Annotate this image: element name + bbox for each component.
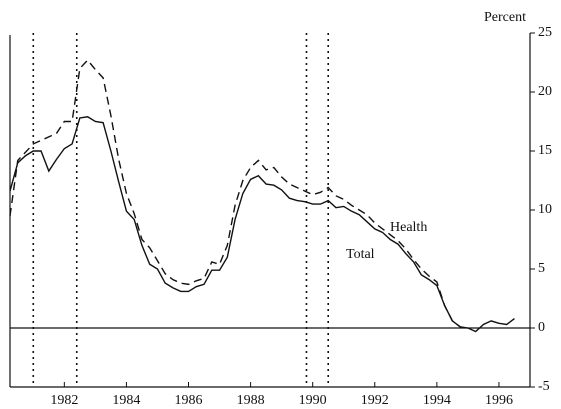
y-tick-label: 25 <box>538 25 552 40</box>
x-tick-label: 1994 <box>423 393 451 408</box>
x-tick-label: 1996 <box>485 393 513 408</box>
x-tick-label: 1992 <box>361 393 389 408</box>
series-label: Health <box>390 220 427 235</box>
y-tick-label: 20 <box>538 84 552 99</box>
x-tick-label: 1984 <box>112 393 140 408</box>
series-line <box>9 59 461 328</box>
y-tick-label: 0 <box>538 320 545 335</box>
x-tick-label: 1986 <box>175 393 203 408</box>
axis-label: Percent <box>484 10 526 25</box>
series-line <box>9 116 515 333</box>
series-label: Total <box>346 247 375 262</box>
y-tick-label: 5 <box>538 261 545 276</box>
x-tick-label: 1990 <box>299 393 327 408</box>
y-tick-label: 15 <box>538 143 552 158</box>
x-tick-label: 1982 <box>50 393 78 408</box>
x-tick-label: 1988 <box>237 393 265 408</box>
y-tick-label: -5 <box>538 379 550 394</box>
y-tick-label: 10 <box>538 202 552 217</box>
